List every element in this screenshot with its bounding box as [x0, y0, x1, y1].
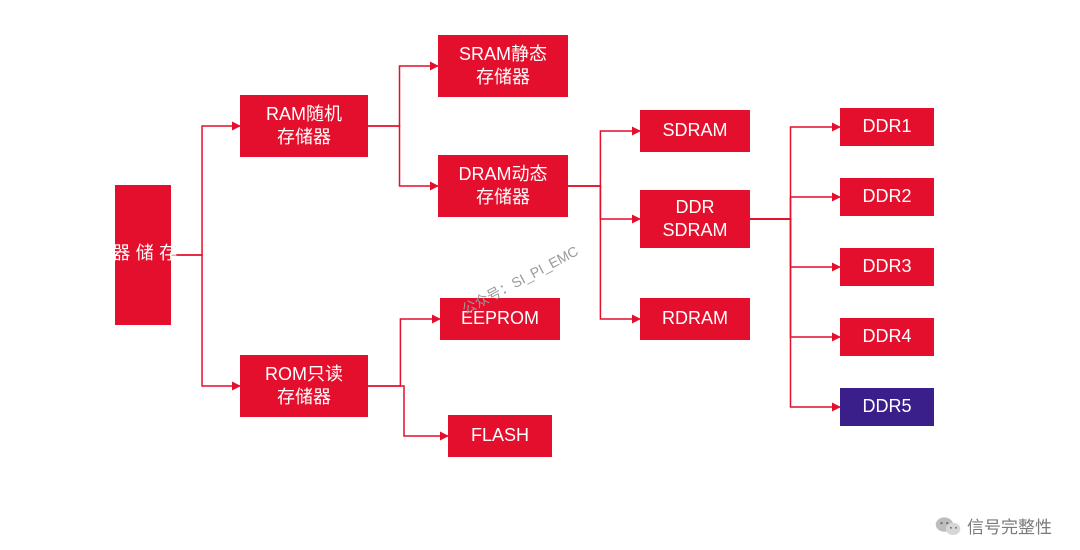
edge-dram-ddrsd: [568, 186, 640, 219]
edge-rom-eeprom: [368, 319, 440, 386]
edge-root-rom: [171, 255, 240, 386]
node-sdram: SDRAM: [640, 110, 750, 152]
edge-root-ram: [171, 126, 240, 255]
wechat-icon: [935, 515, 961, 537]
edge-rom-flash: [368, 386, 448, 436]
node-rom: ROM只读 存储器: [240, 355, 368, 417]
edge-ram-dram: [368, 126, 438, 186]
node-sram: SRAM静态 存储器: [438, 35, 568, 97]
edge-ddrsd-ddr5: [750, 219, 840, 407]
edge-ram-sram: [368, 66, 438, 126]
edge-dram-sdram: [568, 131, 640, 186]
node-ram: RAM随机 存储器: [240, 95, 368, 157]
edge-ddrsd-ddr3: [750, 219, 840, 267]
edge-ddrsd-ddr1: [750, 127, 840, 219]
node-rdram: RDRAM: [640, 298, 750, 340]
node-dram: DRAM动态 存储器: [438, 155, 568, 217]
edge-ddrsd-ddr4: [750, 219, 840, 337]
node-ddr5: DDR5: [840, 388, 934, 426]
node-ddr4: DDR4: [840, 318, 934, 356]
node-ddrsd: DDR SDRAM: [640, 190, 750, 248]
footer: 信号完整性: [935, 513, 1052, 538]
node-flash: FLASH: [448, 415, 552, 457]
edge-ddrsd-ddr2: [750, 197, 840, 219]
node-ddr2: DDR2: [840, 178, 934, 216]
footer-text: 信号完整性: [967, 513, 1052, 538]
node-ddr1: DDR1: [840, 108, 934, 146]
node-eeprom: EEPROM: [440, 298, 560, 340]
node-ddr3: DDR3: [840, 248, 934, 286]
node-root: 存 储 器: [115, 185, 171, 325]
